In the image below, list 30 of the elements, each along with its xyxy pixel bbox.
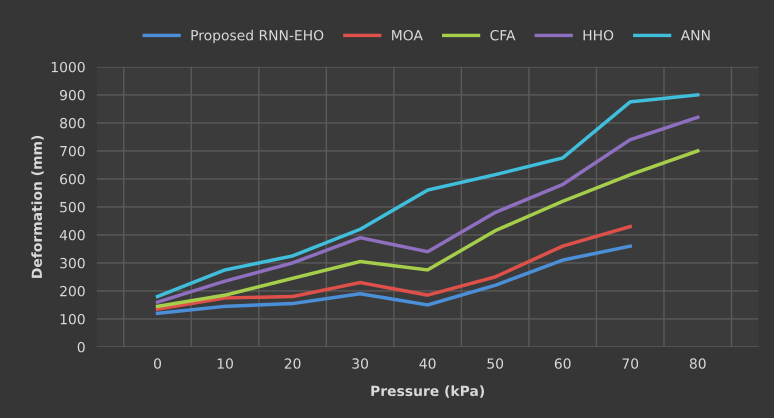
line-series: [156, 149, 700, 308]
y-tick-label: 300: [60, 258, 85, 268]
x-tick-label: 50: [487, 358, 504, 369]
x-tick-label: 20: [284, 358, 300, 369]
y-tick-label: 0: [78, 342, 85, 352]
y-tick-label: 600: [60, 174, 85, 184]
x-tick-label: 30: [352, 358, 368, 369]
y-tick-label: 100: [60, 314, 85, 324]
line-series: [156, 224, 632, 311]
y-tick-label: 800: [60, 118, 85, 128]
y-tick-label: 700: [60, 146, 85, 156]
legend-label: MOA: [392, 30, 423, 40]
y-tick-label: 900: [60, 90, 85, 100]
legend-label: HHO: [584, 30, 614, 40]
x-tick-label: 80: [690, 358, 706, 369]
y-tick-label: 500: [60, 202, 85, 212]
legend-label: CFA: [490, 30, 516, 40]
x-tick-label: 0: [154, 358, 162, 369]
legend-label: Proposed RNN-EHO: [192, 30, 324, 44]
legend-label: ANN: [680, 30, 710, 40]
y-tick-label: 200: [60, 286, 85, 296]
line-series: [156, 244, 632, 316]
y-tick-label: 1000: [52, 62, 85, 72]
x-tick-label: 40: [419, 358, 436, 369]
x-tick-label: 60: [554, 358, 571, 369]
y-axis-title: Deformation (mm): [31, 136, 44, 278]
x-tick-label: 70: [622, 358, 638, 369]
x-axis-title: Pressure (kPa): [371, 385, 484, 398]
y-tick-label: 400: [60, 230, 85, 240]
x-tick-label: 10: [218, 358, 233, 369]
